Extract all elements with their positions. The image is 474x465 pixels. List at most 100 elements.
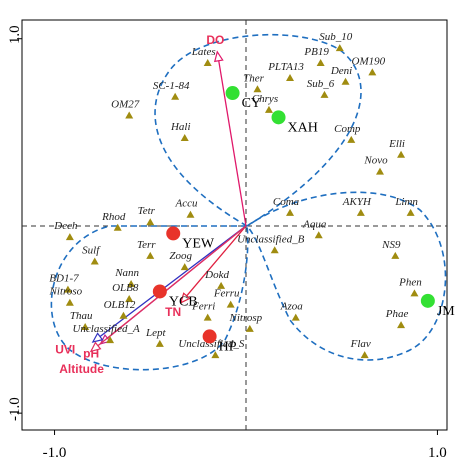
species-label: Elli: [388, 138, 405, 150]
arrow-head: [89, 341, 102, 353]
species-point: [90, 257, 99, 265]
species-label: Tetr: [138, 205, 156, 217]
species-point: [347, 135, 356, 143]
species-point: [270, 246, 279, 254]
site-point: [152, 284, 167, 299]
arrow-label: UVI: [55, 342, 75, 356]
y-tick-label: -1.0: [7, 397, 23, 421]
species-point: [186, 210, 195, 218]
species-point: [113, 223, 122, 231]
species-point: [397, 321, 406, 329]
species-point: [397, 150, 406, 158]
species-label: Phae: [385, 308, 409, 320]
arrow-label: Altitude: [59, 362, 104, 376]
site-point: [166, 226, 181, 241]
species-point: [314, 231, 323, 239]
site-label: YCB: [169, 294, 198, 309]
species-label: SC-1-84: [153, 80, 190, 92]
species-label: PB19: [303, 46, 329, 58]
x-tick-label: -1.0: [43, 445, 67, 461]
y-tick-label: 1.0: [7, 25, 23, 44]
arrow: [92, 225, 247, 343]
species-point: [127, 279, 136, 287]
species-label: Sub_10: [319, 31, 353, 43]
species-point: [226, 300, 235, 308]
species-point: [286, 208, 295, 216]
species-point: [316, 59, 325, 67]
species-point: [119, 311, 128, 319]
species-label: Novo: [363, 155, 388, 167]
site-label: CY: [242, 96, 261, 111]
species-point: [171, 92, 180, 100]
site-point: [202, 329, 217, 344]
species-label: Ferru: [213, 288, 240, 300]
species-point: [203, 313, 212, 321]
arrow-label: DO: [206, 33, 224, 47]
species-point: [65, 298, 74, 306]
species-label: PLTA13: [267, 61, 304, 73]
species-label: Unclassified_B: [237, 233, 304, 245]
species-point: [360, 351, 369, 359]
species-point: [146, 218, 155, 226]
species-label: Sub_6: [307, 78, 335, 90]
arrow: [90, 225, 247, 352]
species-point: [375, 167, 384, 175]
species-label: AKYH: [342, 196, 372, 208]
species-point: [106, 336, 115, 344]
species-point: [125, 111, 134, 119]
site-label: YEW: [182, 236, 215, 251]
plot-frame: [21, 19, 448, 431]
species-point: [391, 251, 400, 259]
species-point: [211, 351, 220, 359]
species-point: [264, 105, 273, 113]
species-label: Terr: [137, 239, 156, 251]
species-label: Chrys: [252, 93, 278, 105]
species-point: [81, 323, 90, 331]
species-label: Comp: [334, 123, 361, 135]
species-label: OM27: [111, 98, 140, 110]
species-label: Dokd: [204, 269, 229, 281]
site-label: XAH: [288, 120, 318, 135]
cluster-outline: [246, 191, 447, 361]
species-label: Nann: [114, 267, 139, 279]
species-label: Ther: [243, 72, 265, 84]
species-point: [410, 289, 419, 297]
species-point: [65, 233, 74, 241]
species-label: Lates: [191, 46, 216, 58]
species-label: Deni: [330, 65, 352, 77]
site-point: [420, 293, 435, 308]
arrow-head: [213, 50, 224, 63]
species-label: Ferri: [191, 301, 215, 313]
species-label: BD1-7: [49, 273, 79, 285]
species-label: Phen: [398, 276, 422, 288]
species-point: [63, 285, 72, 293]
species-point: [146, 251, 155, 259]
species-label: Flav: [350, 338, 371, 350]
site-label: HP: [219, 339, 237, 354]
arrow-head: [179, 292, 191, 304]
species-point: [320, 90, 329, 98]
species-label: Unclassified_A: [72, 323, 139, 335]
site-label: JM: [437, 304, 455, 319]
species-point: [406, 208, 415, 216]
species-point: [217, 281, 226, 289]
species-label: Limn: [394, 196, 418, 208]
species-label: Rhod: [101, 211, 126, 223]
species-label: Thau: [70, 310, 93, 322]
species-point: [180, 263, 189, 271]
cluster-outline: [50, 225, 249, 371]
site-point: [271, 110, 286, 125]
species-label: Lept: [145, 327, 167, 339]
species-point: [155, 339, 164, 347]
species-label: Azoa: [280, 301, 304, 313]
species-point: [245, 324, 254, 332]
species-label: OLB12: [104, 299, 136, 311]
species-label: Aqua: [302, 218, 327, 230]
species-label: OM190: [352, 55, 386, 67]
species-point: [356, 208, 365, 216]
species-point: [125, 294, 134, 302]
species-label: Hali: [170, 121, 191, 133]
species-point: [180, 133, 189, 141]
site-point: [225, 86, 240, 101]
arrow: [216, 51, 247, 227]
